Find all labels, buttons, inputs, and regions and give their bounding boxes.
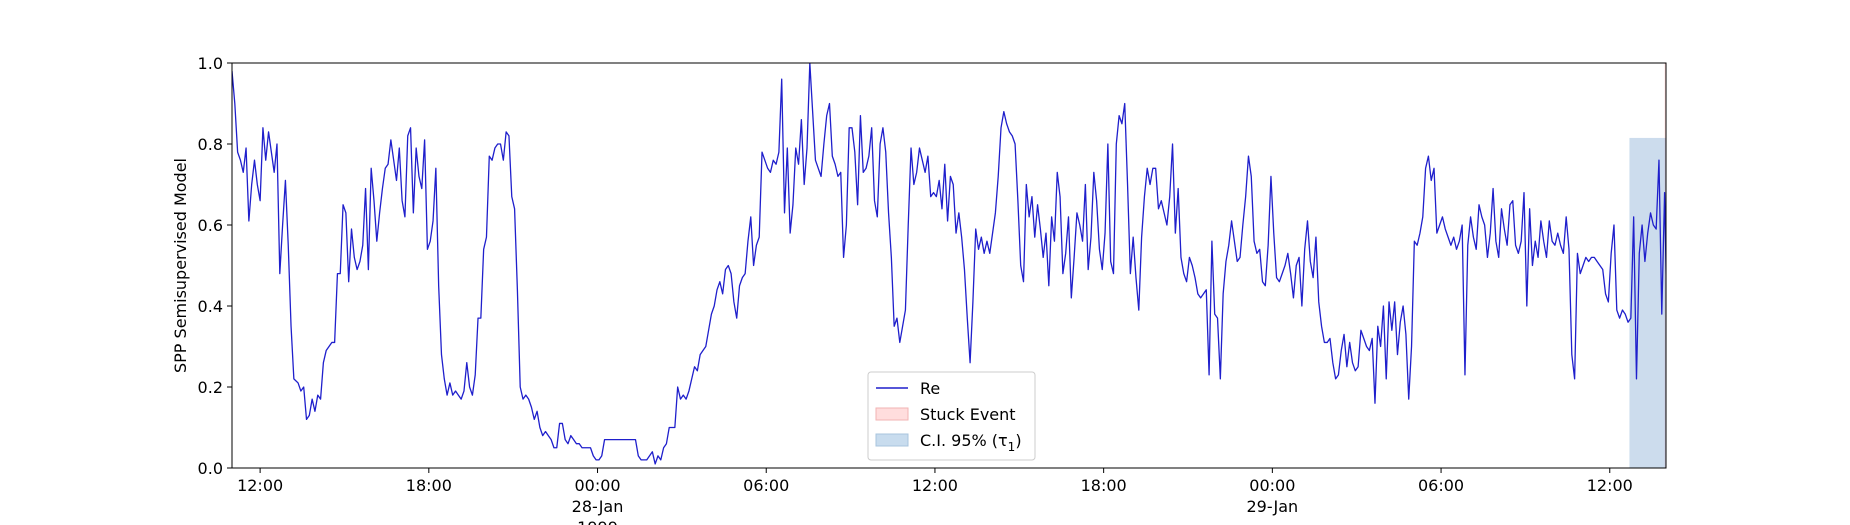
x-tick-label: 18:00 <box>406 476 452 495</box>
x-tick-label: 28-Jan <box>572 497 624 516</box>
y-tick-label: 1.0 <box>198 54 223 73</box>
legend-label-end: ) <box>1015 431 1021 450</box>
legend-label: Stuck Event <box>920 405 1016 424</box>
legend-label: Re <box>920 379 940 398</box>
legend-label-subscript: 1 <box>1008 440 1016 454</box>
x-tick-label: 06:00 <box>1418 476 1464 495</box>
x-tick-label: 29-Jan <box>1247 497 1299 516</box>
y-tick-label: 0.2 <box>198 378 223 397</box>
x-tick-label: 00:00 <box>1249 476 1295 495</box>
legend-box <box>867 371 1036 461</box>
y-axis-label: SPP Semisupervised Model <box>171 158 190 373</box>
legend-swatch-patch <box>875 433 909 447</box>
series-group <box>232 63 1666 465</box>
x-tick-label: 00:00 <box>574 476 620 495</box>
y-tick-label: 0.8 <box>198 135 223 154</box>
legend-label-text: Re <box>920 379 940 398</box>
x-tick-label: 1999 <box>577 518 618 525</box>
shaded-regions <box>1629 63 1666 468</box>
series-line-re <box>232 63 1666 465</box>
x-tick-label: 06:00 <box>743 476 789 495</box>
legend-label-text: Stuck Event <box>920 405 1016 424</box>
x-tick-label: 12:00 <box>237 476 283 495</box>
legend-label: C.I. 95% (τ1) <box>920 431 1022 454</box>
axes: 0.0 0.2 0.4 0.6 0.8 1.0 12:00 18:00 00:00 28-Jan 1… <box>171 54 1667 525</box>
x-tick-label: 18:00 <box>1081 476 1127 495</box>
legend-swatch-patch <box>875 407 909 421</box>
legend: Re Stuck Event C.I. 95% (τ1) <box>867 371 1036 461</box>
x-tick-label: 12:00 <box>912 476 958 495</box>
axes-frame <box>231 62 1667 469</box>
y-tick-label: 0.0 <box>198 459 223 478</box>
legend-label-text: C.I. 95% (τ <box>920 431 1008 450</box>
stuck-event-region <box>1664 63 1666 468</box>
y-tick-label: 0.6 <box>198 216 223 235</box>
y-tick-label: 0.4 <box>198 297 223 316</box>
x-tick-label: 12:00 <box>1587 476 1633 495</box>
